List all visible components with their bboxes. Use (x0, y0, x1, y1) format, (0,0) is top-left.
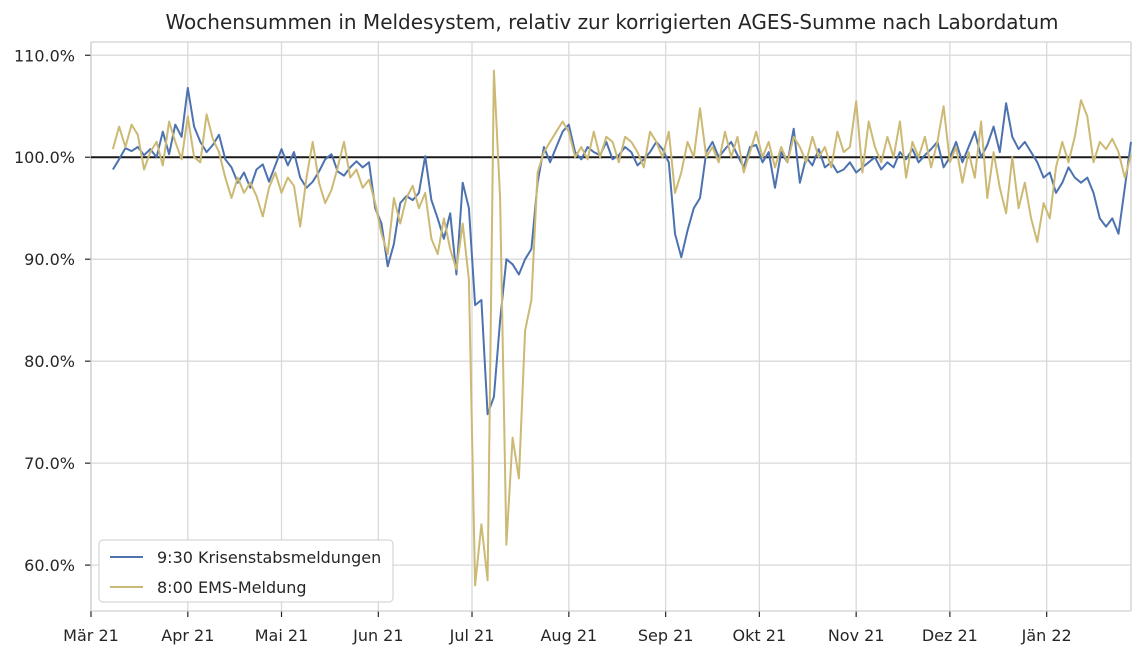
series-group (111, 69, 1132, 587)
axes (85, 41, 1132, 617)
x-tick-label: Sep 21 (638, 626, 694, 645)
x-tick-label: Nov 21 (828, 626, 885, 645)
y-tick-label: 90.0% (24, 250, 75, 269)
series-line-0 (112, 86, 1132, 416)
y-tick-label: 70.0% (24, 454, 75, 473)
y-tick-label: 110.0% (14, 46, 75, 65)
y-tick-label: 80.0% (24, 352, 75, 371)
x-tick-label: Okt 21 (733, 626, 787, 645)
y-tick-label: 60.0% (24, 556, 75, 575)
series-line-1 (111, 69, 1132, 587)
legend-box (98, 539, 394, 603)
legend-label-ems: 8:00 EMS-Meldung (157, 578, 307, 597)
chart-title: Wochensummen in Meldesystem, relativ zur… (165, 10, 1058, 34)
tick-labels: Mär 21 Apr 21 Mai 21 Jun 21 Jul 21 Aug 21 Sep … (14, 46, 1072, 645)
x-tick-label: Jun 21 (352, 626, 403, 645)
x-tick-label: Jän 22 (1021, 626, 1072, 645)
legend: 9:30 Krisenstabsmeldungen 8:00 EMS-Meldu… (98, 539, 394, 603)
y-tick-label: 100.0% (14, 148, 75, 167)
legend-label-krisenstab: 9:30 Krisenstabsmeldungen (157, 548, 381, 567)
x-tick-label: Aug 21 (540, 626, 597, 645)
x-tick-label: Apr 21 (161, 626, 214, 645)
x-tick-label: Dez 21 (922, 626, 978, 645)
x-tick-label: Mai 21 (255, 626, 309, 645)
x-tick-label: Mär 21 (63, 626, 119, 645)
grid (90, 42, 1131, 611)
x-tick-label: Jul 21 (449, 626, 495, 645)
